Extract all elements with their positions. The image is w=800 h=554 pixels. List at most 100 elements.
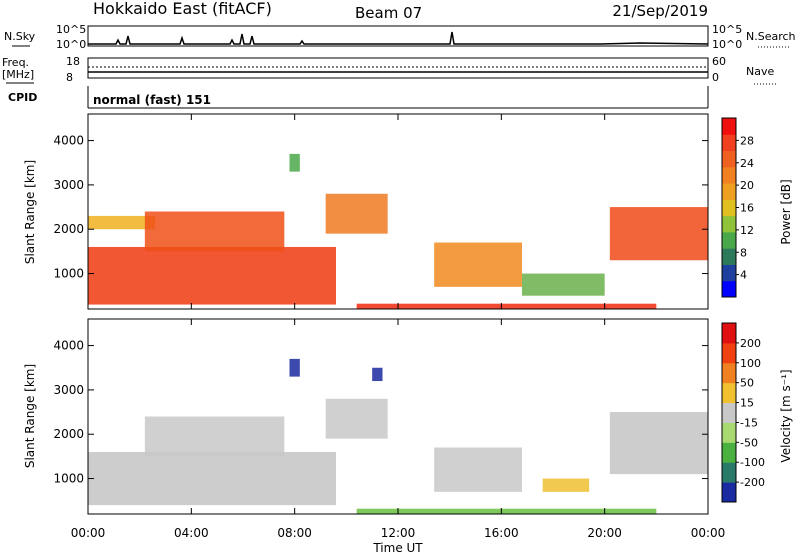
time-tick-label: 16:00 <box>484 526 519 540</box>
noise-right-tick-top: 10^5 <box>712 23 742 36</box>
power-colorbar-tick-label: 20 <box>740 179 754 192</box>
power-echo-region <box>289 153 300 172</box>
cpid-panel: CPID normal (fast) 151 <box>8 86 709 109</box>
power-echo-region <box>88 215 156 230</box>
power-colorbar-segment <box>722 248 736 265</box>
power-echo-region <box>434 242 522 287</box>
power-colorbar-segment <box>722 118 736 135</box>
velocity-echo-region <box>144 416 285 457</box>
power-echo-region <box>325 193 388 234</box>
velocity-colorbar-tick-label: 50 <box>740 377 754 390</box>
freq-right-tick-bottom: 0 <box>712 71 719 84</box>
power-y-axis: 4000 3000 2000 1000 <box>53 134 708 281</box>
power-colorbar-label: Power [dB] <box>779 179 793 244</box>
velocity-y-tick-label: 1000 <box>53 472 84 486</box>
site-title: Hokkaido East (fitACF) <box>93 0 272 18</box>
cpid-text: normal (fast) 151 <box>93 93 211 107</box>
velocity-colorbar-segment <box>722 462 736 483</box>
velocity-colorbar-segment <box>722 442 736 463</box>
power-colorbar-segment <box>722 183 736 200</box>
velocity-colorbar-segment <box>722 342 736 364</box>
velocity-colorbar-segment <box>722 382 736 404</box>
power-colorbar-segment <box>722 231 736 249</box>
power-colorbar-tick-label: 24 <box>740 157 754 170</box>
freq-right-label: Nave <box>746 65 774 78</box>
time-axis: 00:00 04:00 08:00 12:00 16:00 20:00 00:00 <box>71 114 726 540</box>
noise-panel: N.Sky 10^5 10^0 10^5 10^0 N.Search <box>4 23 796 51</box>
velocity-echo-region <box>88 451 336 506</box>
power-colorbar-tick-label: 16 <box>740 202 754 215</box>
velocity-echo-region <box>356 508 657 514</box>
velocity-colorbar-tick-label: 15 <box>740 397 754 410</box>
power-colorbar-tick-label: 12 <box>740 224 754 237</box>
velocity-y-tick-label: 3000 <box>53 383 84 397</box>
power-colorbar-segment <box>722 199 736 217</box>
power-colorbar: 28 24 20 16 12 8 4 <box>721 117 754 298</box>
power-data <box>88 153 708 309</box>
time-tick-label: 00:00 <box>71 526 106 540</box>
noise-sky-trace <box>88 31 709 45</box>
velocity-colorbar-frame <box>721 322 737 503</box>
velocity-echo-region <box>289 358 300 377</box>
velocity-colorbar-label: Velocity [m s⁻¹] <box>779 369 793 462</box>
velocity-colorbar-tick-label: -200 <box>740 476 765 489</box>
velocity-panel: 4000 3000 2000 1000 Slant Range [km] 200 100… <box>23 318 793 515</box>
velocity-colorbar-segment <box>722 482 736 503</box>
velocity-colorbar-tick-label: 200 <box>740 337 761 350</box>
velocity-colorbar-tick-label: -15 <box>740 416 758 429</box>
velocity-y-tick-label: 2000 <box>53 427 84 441</box>
power-echo-region <box>144 211 285 252</box>
noise-left-label: N.Sky <box>4 30 36 43</box>
time-axis-label: Time UT <box>372 541 423 554</box>
velocity-echo-region <box>609 412 708 475</box>
velocity-colorbar: 200 100 50 15 -15 -50 -100 -200 <box>721 322 765 503</box>
power-echo-region <box>88 246 336 305</box>
velocity-echo-region <box>434 447 522 492</box>
noise-left-tick-bottom: 10^0 <box>56 38 86 51</box>
power-y-tick-label: 3000 <box>53 178 84 192</box>
time-tick-label: 00:00 <box>691 526 726 540</box>
velocity-y-axis: 4000 3000 2000 1000 <box>53 339 708 486</box>
velocity-colorbar-tick-label: -100 <box>740 456 765 469</box>
noise-right-tick-bottom: 10^0 <box>712 38 742 51</box>
time-tick-label: 20:00 <box>587 526 622 540</box>
freq-label-line1: Freq. <box>2 56 29 69</box>
time-tick-label: 04:00 <box>174 526 209 540</box>
freq-label-line2: [MHz] <box>2 68 34 81</box>
velocity-colorbar-segment <box>722 323 736 344</box>
power-y-tick-label: 1000 <box>53 267 84 281</box>
power-y-tick-label: 2000 <box>53 222 84 236</box>
velocity-colorbar-segment <box>722 422 736 443</box>
power-echo-region <box>356 303 657 309</box>
noise-right-label: N.Search <box>746 30 796 43</box>
freq-left-tick-bottom: 8 <box>66 71 73 84</box>
noise-left-tick-top: 10^5 <box>56 23 86 36</box>
power-colorbar-tick-label: 4 <box>740 269 747 282</box>
velocity-colorbar-tick-label: 100 <box>740 357 761 370</box>
velocity-echo-region <box>542 478 590 492</box>
velocity-colorbar-segment <box>722 362 736 384</box>
power-colorbar-tick-label: 28 <box>740 134 754 147</box>
velocity-echo-region <box>372 367 383 382</box>
power-panel: 4000 3000 2000 1000 Slant Range [km] 28 24 20… <box>23 113 793 310</box>
power-echo-region <box>609 207 708 261</box>
time-tick-label: 12:00 <box>381 526 416 540</box>
power-colorbar-segment <box>722 166 736 184</box>
power-colorbar-segment <box>722 150 736 168</box>
power-y-label: Slant Range [km] <box>23 160 37 264</box>
power-colorbar-segment <box>722 215 736 233</box>
velocity-data <box>88 358 708 514</box>
freq-right-tick-top: 60 <box>712 55 726 68</box>
freq-left-tick-top: 18 <box>66 55 80 68</box>
freq-panel-frame <box>87 57 709 79</box>
power-colorbar-segment <box>722 134 736 152</box>
noise-panel-frame <box>87 25 709 47</box>
velocity-echo-region <box>325 398 388 439</box>
power-colorbar-segment <box>722 280 736 298</box>
freq-panel: Freq. [MHz] 18 8 60 0 Nave <box>2 55 776 85</box>
cpid-label: CPID <box>8 91 37 104</box>
velocity-y-label: Slant Range [km] <box>23 364 37 468</box>
velocity-colorbar-segment <box>722 402 736 423</box>
power-colorbar-tick-label: 8 <box>740 246 747 259</box>
